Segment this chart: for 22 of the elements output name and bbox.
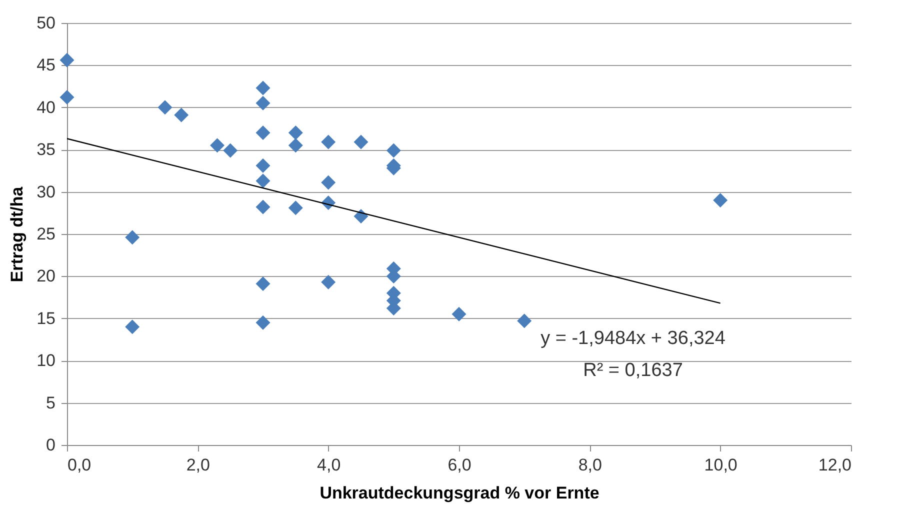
y-tick-label: 45 bbox=[36, 56, 56, 75]
y-tick-label: 5 bbox=[46, 393, 56, 412]
y-tick-label: 20 bbox=[36, 266, 56, 286]
annotation: y = -1,9484x + 36,324 bbox=[540, 328, 726, 349]
x-tick-label: 2,0 bbox=[186, 456, 210, 474]
x-tick-label: 6,0 bbox=[448, 456, 472, 474]
y-tick-label: 0 bbox=[46, 436, 56, 454]
y-tick-label: 50 bbox=[36, 14, 56, 32]
x-tick-label: 10,0 bbox=[704, 456, 738, 474]
y-tick-label: 40 bbox=[36, 98, 56, 117]
y-tick-label: 30 bbox=[36, 182, 56, 202]
x-tick-label: 8,0 bbox=[578, 456, 602, 474]
y-tick-label: 35 bbox=[36, 140, 56, 160]
y-tick-label: 25 bbox=[36, 224, 56, 244]
x-axis-title: Unkrautdeckungsgrad % vor Ernte bbox=[320, 484, 600, 502]
annotation: R² = 0,1637 bbox=[583, 360, 683, 381]
y-axis-title: Ertrag dt/ha bbox=[8, 186, 27, 282]
x-tick-label: 12,0 bbox=[818, 456, 852, 474]
x-tick-label: 0,0 bbox=[68, 456, 92, 474]
y-tick-label: 15 bbox=[36, 308, 56, 328]
y-tick-label: 10 bbox=[36, 351, 56, 370]
x-tick-label: 4,0 bbox=[317, 456, 341, 474]
